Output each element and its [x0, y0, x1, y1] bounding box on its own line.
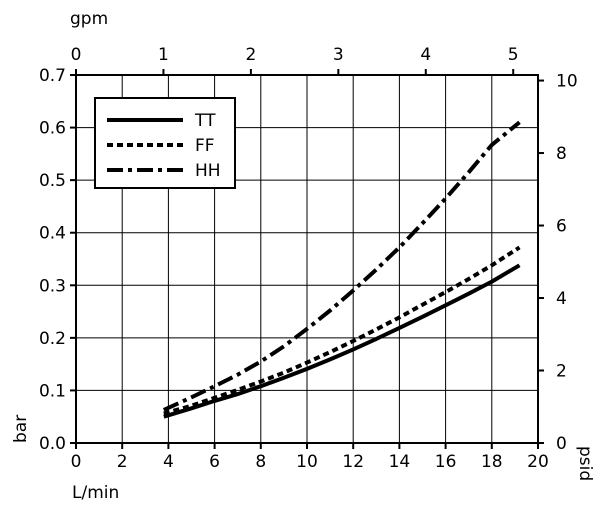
x2-tick-label: 5: [508, 45, 519, 65]
x-tick-label: 18: [481, 452, 503, 472]
legend-label-tt: TT: [194, 111, 216, 131]
x-tick-label: 20: [527, 452, 549, 472]
y-tick-label: 0.3: [39, 276, 66, 296]
series-line-hh: [162, 120, 521, 412]
x-axis-label: L/min: [72, 483, 119, 503]
x2-tick-label: 4: [420, 45, 431, 65]
legend-label-ff: FF: [195, 136, 215, 156]
x2-tick-label: 2: [245, 45, 256, 65]
y-tick-label: 0.0: [39, 434, 66, 454]
y2-tick-label: 10: [556, 72, 578, 92]
y-tick-label: 0.2: [39, 329, 66, 349]
x-tick-label: 6: [209, 452, 220, 472]
x-tick-label: 12: [342, 452, 364, 472]
legend: TT FF HH: [94, 97, 236, 189]
y-tick-label: 0.7: [39, 66, 66, 86]
y2-tick-label: 2: [556, 362, 567, 382]
x-tick-label: 0: [71, 452, 82, 472]
y-tick-label: 0.5: [39, 171, 66, 191]
tick-labels: 0 2 4 6 8 10 12 14 16 18 200 1 2 3 4 50.00.10.20.30.40.…: [39, 45, 578, 472]
y-tick-label: 0.6: [39, 119, 66, 139]
x-tick-label: 10: [296, 452, 318, 472]
x-tick-label: 16: [435, 452, 457, 472]
x2-axis-label: gpm: [70, 9, 108, 29]
legend-label-hh: HH: [195, 161, 221, 181]
x2-tick-label: 0: [71, 45, 82, 65]
y2-tick-label: 8: [556, 144, 567, 164]
x2-tick-label: 1: [158, 45, 169, 65]
y2-tick-label: 4: [556, 289, 567, 309]
y2-tick-label: 0: [556, 434, 567, 454]
y-tick-label: 0.4: [39, 224, 66, 244]
x-tick-label: 14: [389, 452, 411, 472]
x-tick-label: 2: [117, 452, 128, 472]
y2-tick-label: 6: [556, 217, 567, 237]
series-lines: [162, 120, 521, 419]
x2-tick-label: 3: [333, 45, 344, 65]
series-line-ff: [163, 245, 521, 416]
y-axis-label: bar: [11, 415, 31, 443]
x-tick-label: 8: [255, 452, 266, 472]
y2-axis-label: psid: [575, 446, 595, 481]
series-line-tt: [163, 263, 521, 419]
y-tick-label: 0.1: [39, 381, 66, 401]
x-tick-label: 4: [163, 452, 174, 472]
